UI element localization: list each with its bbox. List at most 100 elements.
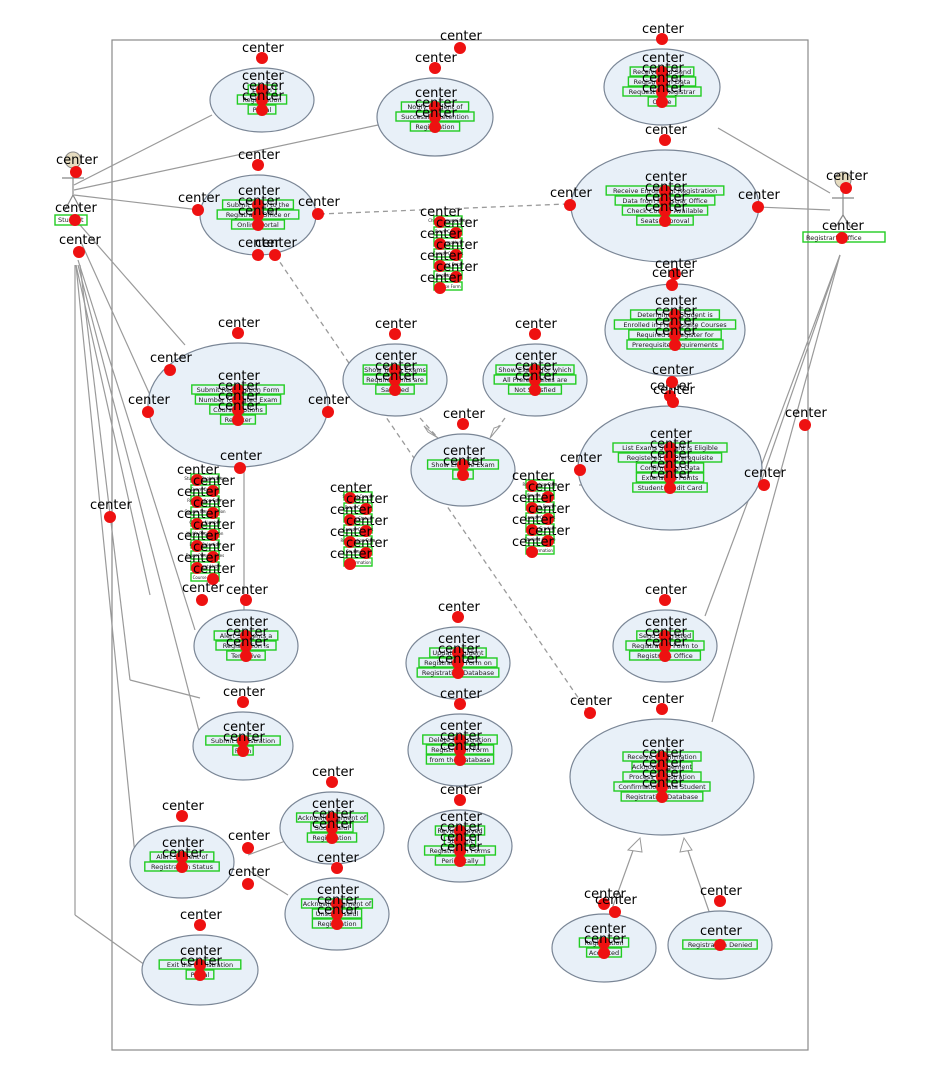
annotation-label: center bbox=[642, 776, 684, 791]
annotation-dot bbox=[142, 406, 154, 418]
annotation-label: center bbox=[193, 562, 235, 577]
text-line-box bbox=[190, 484, 220, 494]
annotation-dot bbox=[322, 406, 334, 418]
annotation-label: center bbox=[443, 454, 485, 469]
annotation-label: center bbox=[650, 447, 692, 462]
annotation-dot bbox=[331, 898, 343, 910]
annotation-label: center bbox=[177, 485, 219, 500]
annotation-label: center bbox=[193, 496, 235, 511]
annotation-dot bbox=[752, 201, 764, 213]
annotation-label: center bbox=[177, 507, 219, 522]
stray-label: Exam Prerequisites bbox=[186, 553, 224, 558]
annotation-label: center bbox=[642, 81, 684, 96]
annotation-dot bbox=[526, 502, 538, 514]
system-boundary bbox=[111, 39, 809, 1051]
stray-label: Course Number bbox=[189, 520, 221, 525]
stray-label: Course Options bbox=[433, 251, 464, 256]
text-line-box bbox=[525, 534, 555, 544]
annotation-dot bbox=[656, 751, 668, 763]
annotation-label: center bbox=[312, 817, 354, 832]
annotation-dot bbox=[256, 104, 268, 116]
annotation-dot bbox=[269, 249, 281, 261]
annotation-label: center bbox=[440, 719, 482, 734]
annotation-dot bbox=[242, 878, 254, 890]
annotation-label: center bbox=[255, 236, 297, 251]
annotation-dot bbox=[326, 832, 338, 844]
text-line-box bbox=[343, 535, 373, 545]
annotation-label: center bbox=[346, 536, 388, 551]
annotation-label: center bbox=[228, 865, 270, 880]
annotation-dot bbox=[454, 794, 466, 806]
text-line-box bbox=[190, 473, 220, 483]
stray-label: Course Confirmation bbox=[184, 509, 226, 514]
annotation-dot bbox=[331, 862, 343, 874]
stray-label-stack: Student Registration Exam Options Registra… bbox=[184, 473, 226, 582]
stray-label: Exam Selection bbox=[190, 542, 221, 547]
annotation-label: center bbox=[375, 359, 417, 374]
annotation-label: center bbox=[655, 324, 697, 339]
annotation-label: center bbox=[317, 893, 359, 908]
annotation-dot bbox=[191, 474, 203, 486]
annotation-label: center bbox=[438, 652, 480, 667]
text-line-box bbox=[525, 512, 555, 522]
annotation-dot bbox=[452, 647, 464, 659]
annotation-dot bbox=[574, 464, 586, 476]
text-line-box bbox=[190, 528, 220, 538]
annotation-label: center bbox=[645, 170, 687, 185]
annotation-dot bbox=[664, 462, 676, 474]
annotation-label: center bbox=[238, 204, 280, 219]
annotation-label: center bbox=[223, 685, 265, 700]
annotation-label: center bbox=[655, 257, 697, 272]
annotation-label: center bbox=[512, 469, 554, 484]
annotation-dot bbox=[542, 535, 554, 547]
text-line-box bbox=[433, 215, 463, 225]
annotation-dot bbox=[360, 525, 372, 537]
stray-label: Exam Course bbox=[345, 505, 372, 510]
text-line-box bbox=[343, 524, 373, 534]
annotation-dot bbox=[656, 771, 668, 783]
annotation-dot bbox=[164, 364, 176, 376]
stray-label: Registration bbox=[436, 273, 461, 278]
annotation-label: center bbox=[59, 233, 101, 248]
annotation-label: center bbox=[642, 736, 684, 751]
stray-label: Student Data bbox=[435, 262, 462, 267]
annotation-dot bbox=[429, 62, 441, 74]
annotation-label: center bbox=[642, 61, 684, 76]
annotation-label: center bbox=[178, 191, 220, 206]
annotation-label: center bbox=[150, 351, 192, 366]
annotation-label: center bbox=[317, 903, 359, 918]
annotation-dot bbox=[542, 513, 554, 525]
annotation-label: center bbox=[512, 491, 554, 506]
annotation-label: center bbox=[55, 201, 97, 216]
text-line-box bbox=[525, 545, 555, 555]
annotation-label: center bbox=[308, 393, 350, 408]
annotation-label: center bbox=[645, 583, 687, 598]
annotation-dot bbox=[252, 219, 264, 231]
annotation-dot bbox=[191, 562, 203, 574]
annotation-label: center bbox=[822, 219, 864, 234]
text-line-box bbox=[433, 281, 463, 291]
annotation-label: center bbox=[512, 535, 554, 550]
annotation-label: center bbox=[180, 944, 222, 959]
annotation-dot bbox=[192, 204, 204, 216]
annotation-dot bbox=[429, 101, 441, 113]
annotation-dot bbox=[434, 260, 446, 272]
annotation-dot bbox=[70, 166, 82, 178]
stray-label: Registration Form bbox=[187, 498, 223, 503]
annotation-dot bbox=[659, 205, 671, 217]
annotation-dot bbox=[529, 374, 541, 386]
annotation-label: center bbox=[440, 739, 482, 754]
annotation-dot bbox=[232, 327, 244, 339]
annotation-label: center bbox=[655, 294, 697, 309]
annotation-dot bbox=[454, 734, 466, 746]
annotation-label: center bbox=[642, 692, 684, 707]
annotation-dot bbox=[232, 404, 244, 416]
annotation-label: center bbox=[330, 481, 372, 496]
annotation-dot bbox=[73, 246, 85, 258]
stray-label: Check Status bbox=[345, 516, 371, 521]
annotation-label: center bbox=[415, 106, 457, 121]
annotation-dot bbox=[232, 414, 244, 426]
annotation-label: center bbox=[443, 407, 485, 422]
annotation-dot bbox=[389, 364, 401, 376]
annotation-dot bbox=[450, 249, 462, 261]
